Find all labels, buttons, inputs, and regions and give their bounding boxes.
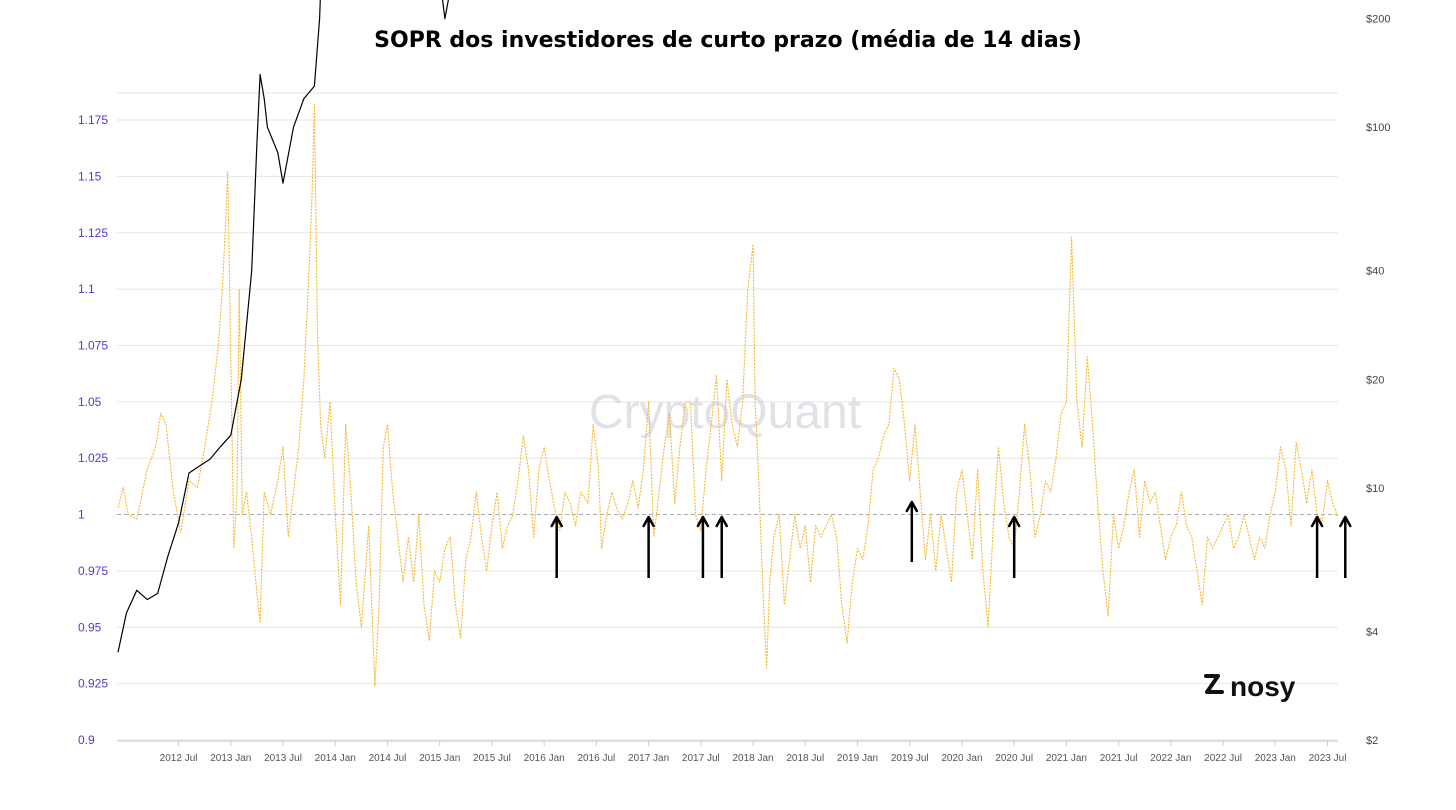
x-tick-label: 2013 Jul xyxy=(264,753,302,764)
y-tick-label-left: 1.1 xyxy=(78,282,95,296)
y-tick-label-left: 1.025 xyxy=(78,451,108,465)
y-tick-label-left: 1.175 xyxy=(78,113,108,127)
x-tick-label: 2016 Jan xyxy=(524,753,565,764)
x-tick-label: 2017 Jan xyxy=(628,753,669,764)
x-tick-label: 2019 Jul xyxy=(891,753,929,764)
y-tick-label-left: 1.125 xyxy=(78,226,108,240)
x-tick-label: 2021 Jan xyxy=(1046,753,1087,764)
x-tick-label: 2023 Jan xyxy=(1255,753,1296,764)
x-tick-label: 2023 Jul xyxy=(1309,753,1347,764)
right-axis: $2$4$10$20$40$100$200$400$1K$2K$4K$10K$2… xyxy=(1366,14,1390,747)
x-tick-label: 2015 Jul xyxy=(473,753,511,764)
gridlines xyxy=(117,92,1338,741)
sopr-series-line xyxy=(117,103,1339,687)
y-tick-label-right: $2 xyxy=(1366,735,1378,747)
arrow-marker xyxy=(696,515,710,578)
x-tick-label: 2020 Jan xyxy=(941,753,982,764)
x-tick-label: 2014 Jul xyxy=(369,753,407,764)
y-tick-label-right: $10 xyxy=(1366,483,1384,495)
left-axis: 0.9 0.925 0.95 0.975 1 1.025 1.05 1.075 1.1 1.125… xyxy=(78,113,108,747)
arrows-layer xyxy=(550,500,1352,578)
brand-text: nosy xyxy=(1230,671,1296,702)
y-tick-label-right: $40 xyxy=(1366,266,1384,278)
x-tick-label: 2021 Jul xyxy=(1100,753,1138,764)
y-tick-label-left: 1 xyxy=(78,508,85,522)
x-tick-label: 2018 Jan xyxy=(732,753,773,764)
x-tick-label: 2016 Jul xyxy=(577,753,615,764)
brand-mark-icon xyxy=(1204,674,1224,694)
x-tick-label: 2013 Jan xyxy=(210,753,251,764)
y-tick-label-right: $20 xyxy=(1366,374,1384,386)
x-tick-label: 2019 Jan xyxy=(837,753,878,764)
arrow-marker xyxy=(905,500,919,562)
x-tick-label: 2014 Jan xyxy=(315,753,356,764)
y-tick-label-left: 0.925 xyxy=(78,677,108,691)
arrow-marker xyxy=(1339,515,1352,578)
arrow-marker xyxy=(642,515,655,578)
price-series-line xyxy=(117,0,449,653)
arrow-marker xyxy=(715,515,728,578)
chart-title: SOPR dos investidores de curto prazo (mé… xyxy=(374,28,1082,53)
series-layer xyxy=(117,0,1339,687)
x-tick-label: 2018 Jul xyxy=(786,753,824,764)
y-tick-label-left: 0.975 xyxy=(78,564,108,578)
x-tick-label: 2015 Jan xyxy=(419,753,460,764)
arrow-marker xyxy=(1007,515,1021,578)
y-tick-label-left: 0.9 xyxy=(78,733,95,747)
y-tick-label-left: 0.95 xyxy=(78,620,102,634)
arrow-marker xyxy=(1310,515,1324,578)
y-tick-label-right: $4 xyxy=(1366,626,1378,638)
x-tick-label: 2020 Jul xyxy=(995,753,1033,764)
y-tick-label-left: 1.075 xyxy=(78,338,108,352)
x-tick-label: 2022 Jul xyxy=(1204,753,1242,764)
arrow-marker xyxy=(550,515,563,578)
y-tick-label-right: $200 xyxy=(1366,14,1390,26)
x-tick-label: 2012 Jul xyxy=(160,753,198,764)
brand-logo: nosy xyxy=(1204,671,1296,702)
x-axis: 2012 Jul 2013 Jan 2013 Jul 2014 Jan 2014 Jul… xyxy=(117,740,1347,764)
x-tick-label: 2022 Jan xyxy=(1150,753,1191,764)
x-tick-label: 2017 Jul xyxy=(682,753,720,764)
y-tick-label-right: $100 xyxy=(1366,122,1390,134)
y-tick-label-left: 1.05 xyxy=(78,395,102,409)
y-tick-label-left: 1.15 xyxy=(78,169,102,183)
